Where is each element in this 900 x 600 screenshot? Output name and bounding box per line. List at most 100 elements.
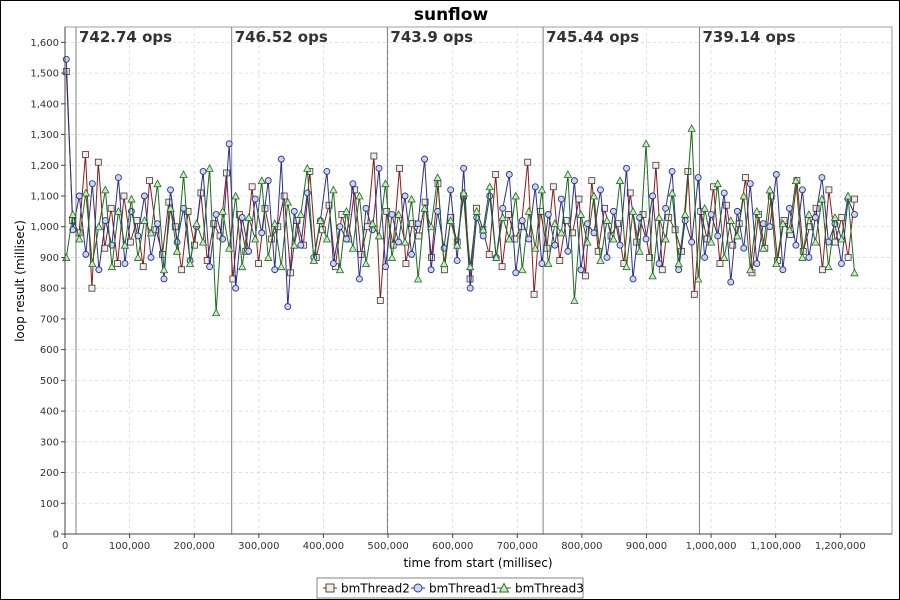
data-point [88,180,96,188]
data-point [147,254,155,261]
data-point [408,250,416,258]
data-point [388,210,396,218]
data-point [381,179,390,188]
y-axis-label: loop result (millisec) [13,220,27,342]
x-tick-label: 500,000 [367,541,408,552]
data-point [68,210,77,218]
data-point [153,179,162,188]
data-point [283,197,292,206]
data-point [232,284,240,292]
legend-marker-bmThread1 [413,583,423,593]
data-point [382,263,389,271]
data-point [694,174,702,182]
data-point [707,237,716,246]
data-point [499,204,507,212]
data-point [525,235,533,243]
y-tick-label: 400 [40,407,59,418]
data-point [577,266,585,274]
data-point [154,220,161,228]
data-point [597,186,604,194]
data-point [590,229,598,237]
legend: bmThread2 bmThread1 bmThread3 [316,577,584,599]
data-point [739,191,748,200]
data-point [114,207,123,215]
data-point [348,243,358,252]
data-point [211,308,221,317]
data-point [537,185,547,194]
data-point [244,213,253,221]
data-point [284,303,292,311]
data-point [466,262,475,271]
data-point [594,247,602,255]
data-point [81,188,91,197]
data-point [402,260,410,268]
data-point [349,180,357,188]
data-point [329,185,338,194]
data-point [824,262,833,271]
data-point [114,174,122,182]
data-point [603,254,611,261]
data-point [146,228,156,237]
data-point [733,207,741,215]
data-point [231,191,240,200]
data-point [498,213,507,221]
data-point [727,278,735,286]
x-tick-label: 100,000 [109,541,150,552]
data-point [622,262,631,271]
data-point [662,204,670,212]
iteration-marker-label: 746.52 ops [235,28,328,46]
data-point [557,228,566,237]
data-point [544,210,552,218]
data-point [765,185,775,194]
data-point [479,232,487,240]
x-tick-label: 700,000 [497,541,538,552]
data-point [198,237,208,246]
data-point [818,174,826,182]
data-point [264,253,273,261]
data-point [248,183,256,191]
data-point [374,231,384,240]
data-point [199,167,207,175]
data-point [178,266,186,274]
y-tick-label: 600 [40,345,59,356]
data-point [134,232,142,240]
data-point [778,219,788,228]
x-axis-label: time from start (millisec) [403,556,552,570]
data-point [238,262,247,271]
iteration-marker-label: 745.44 ops [546,28,639,46]
data-point [139,263,147,271]
series-bmThread3 [62,124,859,317]
data-point [401,192,409,200]
data-point [688,238,696,246]
data-point [557,195,565,203]
data-point [772,259,781,268]
data-point [140,216,149,224]
data-point [648,271,657,280]
data-point [440,266,448,274]
data-point [206,263,214,271]
data-point [505,211,512,218]
data-point [329,260,337,268]
data-point [146,177,154,185]
data-point [492,171,500,178]
data-point [120,240,130,249]
data-point [414,220,422,228]
data-point [485,250,493,258]
data-point [413,274,423,283]
data-point [614,220,621,228]
data-point [376,297,384,304]
data-point [101,244,109,252]
y-tick-label: 700 [40,314,59,325]
data-point [342,235,350,243]
data-point [94,158,102,166]
legend-marker-bmThread3 [498,582,510,593]
data-point [355,275,363,283]
data-point [82,250,90,258]
data-point [759,243,768,252]
data-point [668,167,676,175]
data-point [335,265,345,274]
data-point [224,243,234,252]
data-point [556,257,564,264]
data-point [707,210,715,218]
axes [64,27,892,535]
